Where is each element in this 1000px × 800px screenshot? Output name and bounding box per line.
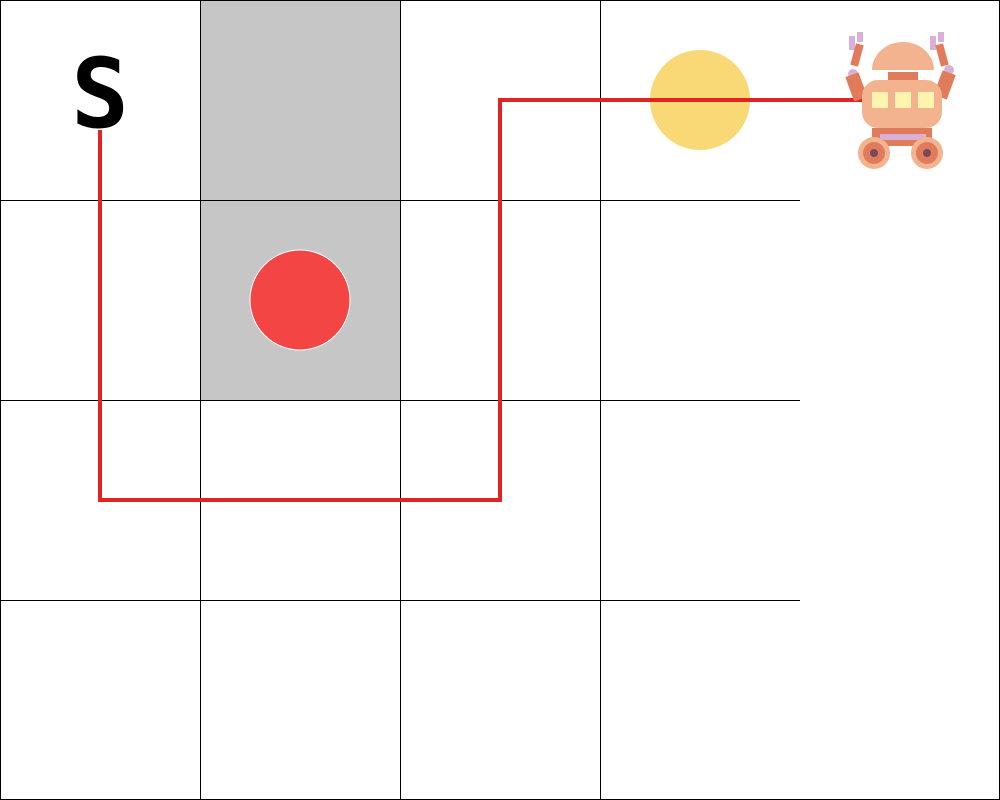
grid-cell-r1-c3 [600, 200, 801, 401]
grid-cell-r3-c3 [600, 600, 801, 800]
red-marker [249, 249, 351, 351]
grid-cell-r3-c0 [0, 600, 201, 800]
grid-cell-r3-c2 [400, 600, 601, 800]
wall-cell-r0-c1 [200, 0, 401, 201]
start-label: S [71, 38, 129, 150]
grid-cell-r2-c3 [600, 400, 801, 601]
path-line [98, 98, 866, 502]
robot-icon [845, 32, 956, 169]
